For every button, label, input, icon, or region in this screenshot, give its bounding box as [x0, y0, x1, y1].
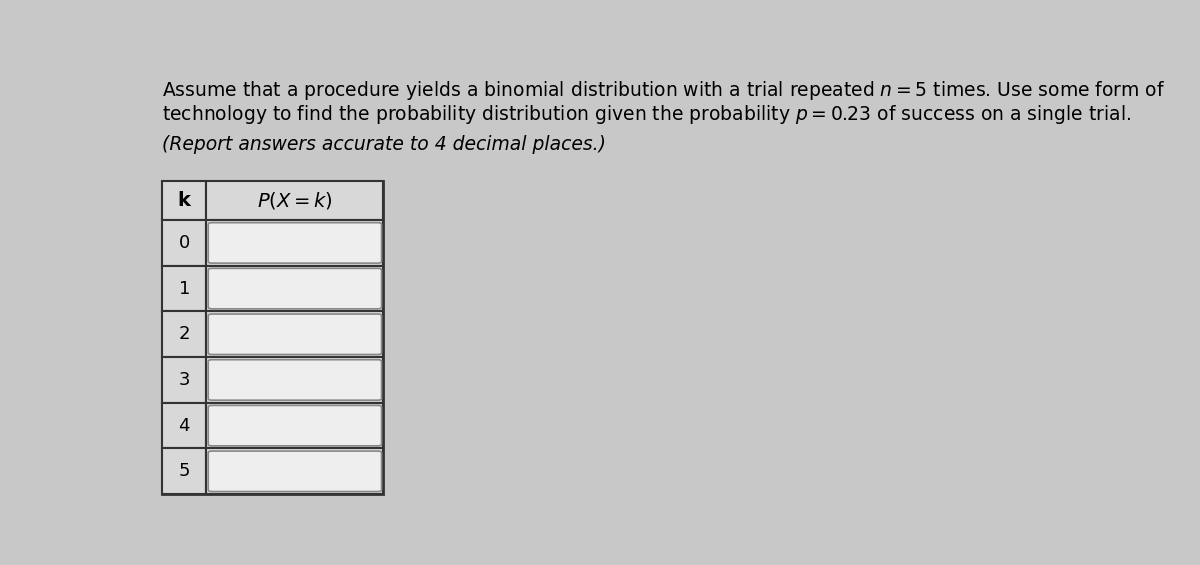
Bar: [206, 181, 384, 220]
FancyBboxPatch shape: [209, 406, 382, 446]
Text: $P(X = k)$: $P(X = k)$: [257, 190, 332, 211]
FancyBboxPatch shape: [209, 314, 382, 354]
Bar: [206, 266, 384, 311]
Bar: [162, 311, 206, 357]
Bar: [162, 403, 206, 449]
Text: 3: 3: [179, 371, 190, 389]
FancyBboxPatch shape: [209, 223, 382, 263]
Bar: [162, 449, 206, 494]
Bar: [206, 357, 384, 403]
FancyBboxPatch shape: [209, 360, 382, 400]
Bar: [162, 266, 206, 311]
Text: 4: 4: [179, 416, 190, 434]
Text: 0: 0: [179, 234, 190, 252]
Text: 1: 1: [179, 280, 190, 298]
Text: Assume that a procedure yields a binomial distribution with a trial repeated $n : Assume that a procedure yields a binomia…: [162, 79, 1165, 102]
FancyBboxPatch shape: [209, 451, 382, 492]
Text: (Report answers accurate to 4 decimal places.): (Report answers accurate to 4 decimal pl…: [162, 135, 606, 154]
Text: 5: 5: [179, 462, 190, 480]
Bar: [162, 181, 384, 494]
Bar: [162, 357, 206, 403]
Bar: [162, 220, 206, 266]
Text: k: k: [178, 191, 191, 210]
Bar: [162, 181, 206, 220]
Bar: [206, 220, 384, 266]
Text: 2: 2: [179, 325, 190, 344]
Bar: [206, 403, 384, 449]
Text: technology to find the probability distribution given the probability $p = 0.23$: technology to find the probability distr…: [162, 103, 1132, 125]
Bar: [206, 311, 384, 357]
FancyBboxPatch shape: [209, 268, 382, 309]
Bar: [206, 449, 384, 494]
